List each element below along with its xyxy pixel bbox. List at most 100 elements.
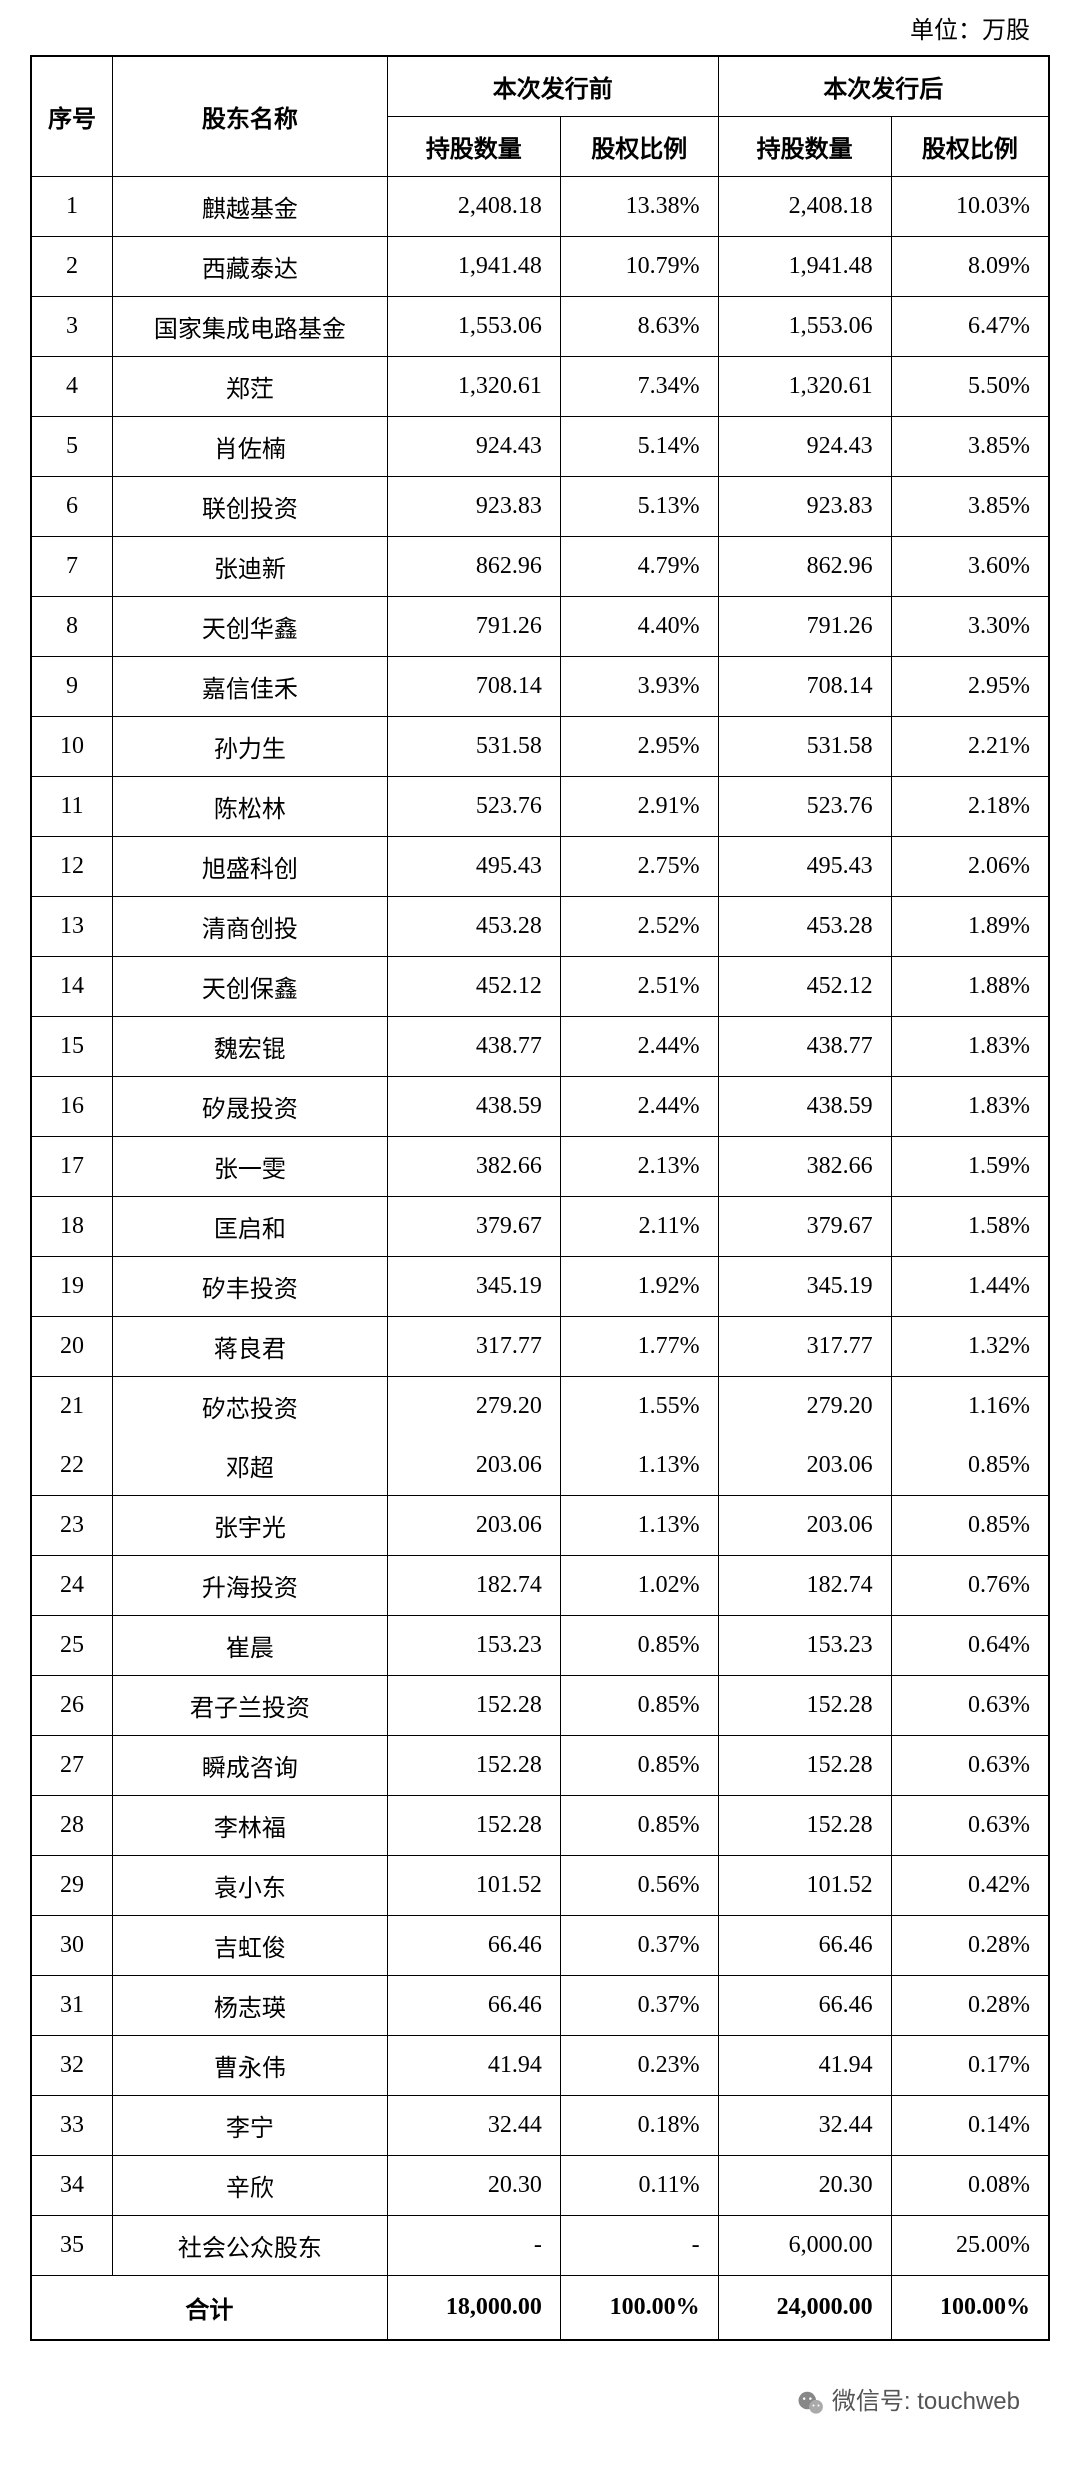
row-seq: 19 [31,1257,112,1317]
row-after-pct: 0.63% [891,1796,1049,1856]
table-row: 26君子兰投资152.280.85%152.280.63% [31,1676,1049,1736]
table-body: 1麒越基金2,408.1813.38%2,408.1810.03%2西藏泰达1,… [31,177,1049,2276]
table-row: 32曹永伟41.940.23%41.940.17% [31,2036,1049,2096]
table-row: 18匡启和379.672.11%379.671.58% [31,1197,1049,1257]
row-name: 袁小东 [112,1856,387,1916]
row-after-pct: 3.85% [891,477,1049,537]
table-row: 31杨志瑛66.460.37%66.460.28% [31,1976,1049,2036]
row-before-num: 452.12 [387,957,560,1017]
row-after-pct: 3.85% [891,417,1049,477]
header-seq: 序号 [31,56,112,177]
row-name: 联创投资 [112,477,387,537]
shareholder-table: 序号 股东名称 本次发行前 本次发行后 持股数量 股权比例 持股数量 股权比例 … [30,55,1050,2341]
header-group-before: 本次发行前 [387,56,718,117]
table-row: 8天创华鑫791.264.40%791.263.30% [31,597,1049,657]
row-before-pct: 0.56% [560,1856,718,1916]
row-after-num: 152.28 [718,1796,891,1856]
row-seq: 11 [31,777,112,837]
row-name: 肖佐楠 [112,417,387,477]
table-row: 4郑茳1,320.617.34%1,320.615.50% [31,357,1049,417]
header-group-after: 本次发行后 [718,56,1049,117]
row-seq: 18 [31,1197,112,1257]
row-after-num: 66.46 [718,1976,891,2036]
row-after-num: 41.94 [718,2036,891,2096]
table-row: 13清商创投453.282.52%453.281.89% [31,897,1049,957]
row-after-pct: 2.95% [891,657,1049,717]
row-before-num: - [387,2216,560,2276]
row-before-pct: 0.11% [560,2156,718,2216]
total-after-num: 24,000.00 [718,2276,891,2341]
table-row: 34辛欣20.300.11%20.300.08% [31,2156,1049,2216]
row-after-pct: 0.42% [891,1856,1049,1916]
row-before-num: 182.74 [387,1556,560,1616]
row-after-num: 1,320.61 [718,357,891,417]
row-after-pct: 1.59% [891,1137,1049,1197]
row-seq: 27 [31,1736,112,1796]
row-seq: 20 [31,1317,112,1377]
table-row: 23张宇光203.061.13%203.060.85% [31,1496,1049,1556]
row-before-num: 32.44 [387,2096,560,2156]
table-row: 33李宁32.440.18%32.440.14% [31,2096,1049,2156]
row-before-num: 1,320.61 [387,357,560,417]
row-after-num: 203.06 [718,1496,891,1556]
row-seq: 15 [31,1017,112,1077]
row-after-pct: 0.63% [891,1736,1049,1796]
row-seq: 32 [31,2036,112,2096]
row-before-num: 791.26 [387,597,560,657]
row-after-num: 523.76 [718,777,891,837]
row-before-pct: 2.44% [560,1017,718,1077]
row-before-pct: 8.63% [560,297,718,357]
table-row: 30吉虹俊66.460.37%66.460.28% [31,1916,1049,1976]
row-before-pct: 1.13% [560,1436,718,1496]
table-row: 11陈松林523.762.91%523.762.18% [31,777,1049,837]
row-after-num: 453.28 [718,897,891,957]
row-before-pct: 10.79% [560,237,718,297]
row-name: 天创华鑫 [112,597,387,657]
row-name: 匡启和 [112,1197,387,1257]
row-name: 张宇光 [112,1496,387,1556]
row-name: 清商创投 [112,897,387,957]
row-after-num: 379.67 [718,1197,891,1257]
row-after-pct: 1.44% [891,1257,1049,1317]
row-name: 曹永伟 [112,2036,387,2096]
row-after-pct: 0.08% [891,2156,1049,2216]
row-seq: 7 [31,537,112,597]
row-name: 社会公众股东 [112,2216,387,2276]
row-name: 辛欣 [112,2156,387,2216]
row-before-num: 152.28 [387,1736,560,1796]
row-before-pct: 2.52% [560,897,718,957]
row-before-num: 20.30 [387,2156,560,2216]
row-before-pct: 5.13% [560,477,718,537]
row-before-pct: 2.95% [560,717,718,777]
row-before-pct: 1.02% [560,1556,718,1616]
row-before-num: 708.14 [387,657,560,717]
table-row: 27瞬成咨询152.280.85%152.280.63% [31,1736,1049,1796]
row-after-pct: 2.06% [891,837,1049,897]
row-before-num: 531.58 [387,717,560,777]
table-row: 2西藏泰达1,941.4810.79%1,941.488.09% [31,237,1049,297]
row-seq: 28 [31,1796,112,1856]
row-name: 杨志瑛 [112,1976,387,2036]
table-row: 16矽晟投资438.592.44%438.591.83% [31,1077,1049,1137]
row-before-num: 1,941.48 [387,237,560,297]
row-before-num: 1,553.06 [387,297,560,357]
row-seq: 30 [31,1916,112,1976]
row-before-num: 152.28 [387,1676,560,1736]
row-after-pct: 0.64% [891,1616,1049,1676]
table-header: 序号 股东名称 本次发行前 本次发行后 持股数量 股权比例 持股数量 股权比例 [31,56,1049,177]
row-before-pct: 0.18% [560,2096,718,2156]
row-name: 吉虹俊 [112,1916,387,1976]
row-after-pct: 1.83% [891,1077,1049,1137]
row-after-num: 66.46 [718,1916,891,1976]
row-before-pct: 2.51% [560,957,718,1017]
row-before-num: 153.23 [387,1616,560,1676]
row-seq: 17 [31,1137,112,1197]
table-row: 21矽芯投资279.201.55%279.201.16% [31,1377,1049,1437]
row-before-pct: 0.85% [560,1616,718,1676]
row-before-pct: 5.14% [560,417,718,477]
row-seq: 2 [31,237,112,297]
row-name: 郑茳 [112,357,387,417]
row-before-num: 2,408.18 [387,177,560,237]
row-seq: 23 [31,1496,112,1556]
row-seq: 34 [31,2156,112,2216]
